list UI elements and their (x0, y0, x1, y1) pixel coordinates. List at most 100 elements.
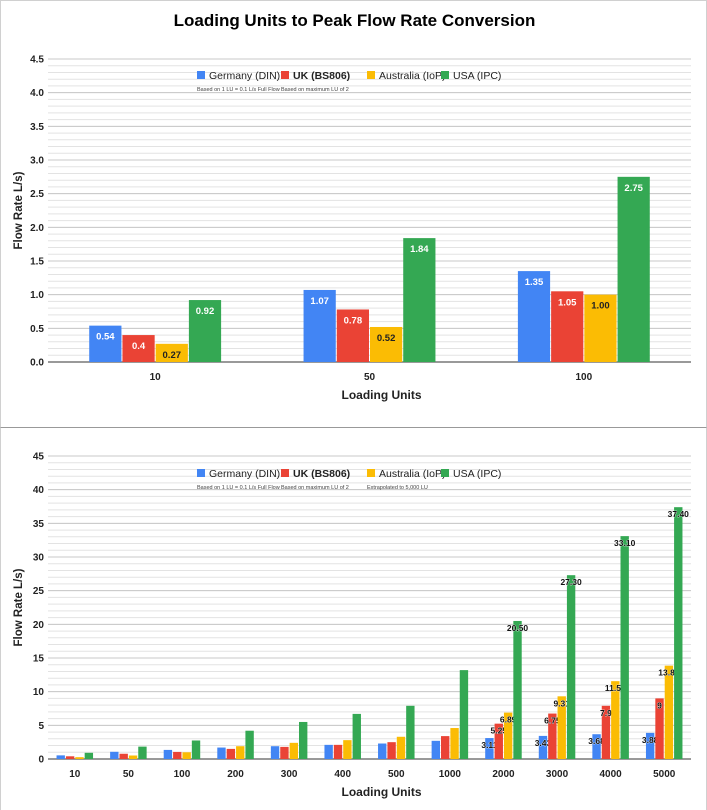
legend-swatch (197, 71, 205, 79)
legend-label: Australia (IoP) (379, 70, 446, 82)
chart-panel-bottom: 0 5 10 15 20 25 30 35 40 45 10 50 100 200 300 400 500 100… (0, 427, 707, 810)
data-label: 1.00 (591, 301, 610, 312)
bar-usa (352, 713, 361, 759)
bar-germany (517, 271, 551, 362)
y-tick-label: 0.0 (30, 358, 44, 369)
data-label: 9 (657, 700, 662, 710)
y-tick-label: 1.5 (30, 257, 44, 268)
legend-swatch (367, 469, 375, 477)
x-tick-label: 50 (123, 769, 135, 780)
bar-australia (155, 343, 188, 362)
legend-swatch (441, 469, 449, 477)
bar-usa (620, 536, 629, 759)
y-tick-label: 1.0 (30, 290, 44, 301)
bar-uk (551, 291, 584, 362)
bar-australia (396, 736, 406, 759)
bar-germany (431, 740, 440, 759)
bar-australia (450, 728, 459, 759)
y-tick-label: 15 (33, 654, 45, 665)
bar-usa (191, 740, 201, 759)
legend-label: Australia (IoP) (379, 468, 446, 480)
data-label: 33.10 (614, 538, 636, 548)
data-label: 0.78 (344, 315, 363, 326)
legend-note: Based on 1 LU = 0.1 L/s Full Flow (197, 485, 280, 491)
bar-uk (494, 723, 503, 759)
bar-australia (343, 740, 352, 759)
bar-usa (459, 670, 469, 759)
x-tick-label: 300 (281, 769, 298, 780)
data-label: 0.92 (196, 306, 215, 317)
legend-swatch (197, 469, 205, 477)
x-tick-label: 10 (150, 372, 162, 383)
chart-panel-top: Loading Units to Peak Flow Rate Conversi… (0, 0, 707, 427)
bar-usa (138, 746, 147, 759)
bar-australia (557, 696, 566, 759)
x-tick-label: 2000 (492, 769, 515, 780)
data-label: 37.40 (668, 509, 690, 519)
x-tick-label: 4000 (600, 769, 623, 780)
y-tick-label: 40 (33, 485, 45, 496)
bar-germany (110, 751, 119, 759)
bar-usa (674, 507, 683, 759)
data-label: 0.52 (377, 333, 396, 344)
bar-uk (333, 744, 343, 759)
bar-usa (406, 705, 415, 759)
legend-swatch (281, 71, 289, 79)
legend-label: Germany (DIN) (209, 70, 280, 82)
y-tick-label: 0.5 (30, 324, 44, 335)
data-label: 3.88 (642, 735, 659, 745)
legend-swatch (281, 469, 289, 477)
data-label: 3.43 (535, 738, 552, 748)
data-label: 2.75 (624, 183, 643, 194)
bar-uk (655, 698, 664, 759)
y-tick-label: 25 (33, 586, 45, 597)
y-tick-label: 4.5 (30, 55, 44, 66)
data-label: 1.84 (410, 244, 429, 255)
bar-uk (601, 705, 611, 759)
bar-australia (664, 665, 674, 759)
bar-germany (163, 749, 173, 759)
bar-australia (370, 326, 403, 362)
legend-note: Extrapolated to 5,000 LU (367, 485, 428, 491)
data-label: 20.50 (507, 623, 529, 633)
legend-note: Based on maximum LU of 2 (281, 87, 349, 93)
y-tick-label: 4.0 (30, 88, 44, 99)
x-axis-title: Loading Units (342, 785, 422, 799)
bar-australia (289, 742, 299, 759)
bar-usa (617, 176, 650, 362)
chart-title: Loading Units to Peak Flow Rate Conversi… (173, 11, 536, 30)
x-tick-label: 500 (388, 769, 405, 780)
x-tick-label: 5000 (653, 769, 676, 780)
bar-germany (645, 732, 655, 759)
legend-swatch (367, 71, 375, 79)
legend-label: USA (IPC) (453, 468, 501, 480)
y-axis-title: Flow Rate L/s) (13, 171, 25, 249)
data-label: 6.89 (500, 715, 517, 725)
bar-germany (378, 743, 387, 759)
data-label: 6.75 (544, 716, 561, 726)
bar-uk (122, 335, 155, 362)
bar-australia (182, 752, 191, 759)
y-tick-label: 2.0 (30, 223, 44, 234)
chart-top-svg: 0.0 0.5 1.0 1.5 2.0 2.5 3.0 3.5 4.0 4.5 0.54 0.4 0.2… (13, 55, 691, 402)
legend-label: Germany (DIN) (209, 468, 280, 480)
bar-uk (548, 713, 557, 759)
bar-uk (173, 751, 182, 759)
data-label: 7.9 (600, 708, 612, 718)
bar-australia (236, 746, 245, 759)
y-tick-label: 2.5 (30, 189, 44, 200)
bar-uk (65, 756, 75, 759)
data-label: 13.86 (658, 668, 680, 678)
bar-germany (89, 325, 122, 362)
bar-germany (270, 746, 280, 759)
bar-usa (188, 300, 222, 362)
data-label: 0.27 (163, 350, 182, 361)
y-tick-label: 5 (38, 721, 44, 732)
data-label: 9.31 (553, 698, 570, 708)
data-label: 5.25 (490, 726, 507, 736)
bar-australia (611, 681, 620, 759)
y-tick-label: 45 (33, 452, 45, 463)
data-label: 3.68 (588, 736, 605, 746)
bar-germany (56, 755, 65, 759)
